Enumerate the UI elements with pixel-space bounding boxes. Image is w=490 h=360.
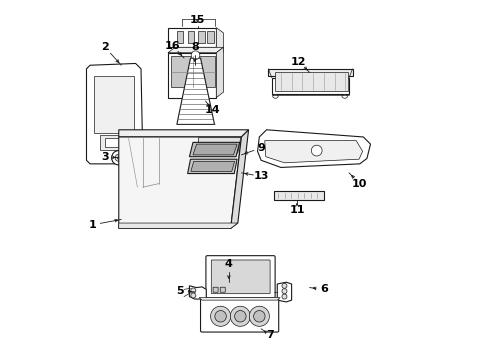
Polygon shape (272, 78, 349, 94)
Text: 4: 4 (225, 259, 233, 269)
Polygon shape (172, 56, 215, 87)
Polygon shape (193, 144, 237, 155)
Text: 11: 11 (289, 206, 305, 216)
Circle shape (211, 306, 231, 326)
Polygon shape (188, 31, 194, 43)
Polygon shape (277, 282, 292, 302)
Polygon shape (198, 31, 205, 43)
Polygon shape (216, 47, 223, 98)
Polygon shape (119, 137, 242, 228)
Polygon shape (177, 31, 183, 43)
Circle shape (249, 306, 270, 326)
Circle shape (282, 283, 287, 288)
Text: 14: 14 (205, 105, 220, 115)
Text: 15: 15 (190, 15, 205, 26)
Polygon shape (168, 47, 223, 53)
Circle shape (115, 154, 122, 161)
Text: 6: 6 (320, 284, 328, 294)
Text: 1: 1 (89, 220, 97, 230)
Circle shape (230, 306, 250, 326)
Polygon shape (207, 31, 214, 43)
Circle shape (191, 51, 200, 59)
Ellipse shape (342, 95, 347, 98)
Text: 16: 16 (165, 41, 180, 50)
Polygon shape (119, 130, 248, 137)
Text: 3: 3 (101, 152, 109, 162)
Polygon shape (177, 58, 215, 125)
FancyBboxPatch shape (213, 287, 218, 292)
Polygon shape (119, 223, 238, 228)
Text: 8: 8 (191, 42, 198, 52)
Circle shape (215, 311, 226, 322)
Polygon shape (190, 142, 240, 157)
Circle shape (112, 150, 126, 165)
Circle shape (311, 145, 322, 156)
FancyBboxPatch shape (206, 256, 275, 298)
Circle shape (282, 289, 287, 294)
Polygon shape (188, 159, 237, 174)
Polygon shape (216, 28, 223, 53)
Polygon shape (190, 286, 206, 299)
Polygon shape (87, 63, 143, 164)
Text: 5: 5 (176, 286, 184, 296)
Text: 13: 13 (253, 171, 269, 181)
Text: 2: 2 (101, 42, 109, 52)
Circle shape (191, 288, 196, 293)
Circle shape (191, 293, 196, 298)
Polygon shape (100, 135, 132, 149)
Polygon shape (231, 130, 248, 228)
Polygon shape (269, 69, 353, 76)
FancyBboxPatch shape (200, 299, 279, 332)
Polygon shape (191, 161, 235, 171)
Ellipse shape (273, 95, 278, 98)
Polygon shape (95, 76, 134, 134)
Circle shape (282, 294, 287, 299)
Circle shape (235, 311, 246, 322)
Polygon shape (275, 72, 348, 91)
Text: 12: 12 (291, 57, 307, 67)
Polygon shape (274, 192, 324, 200)
Text: 10: 10 (352, 179, 368, 189)
Polygon shape (168, 28, 216, 47)
Polygon shape (265, 140, 363, 163)
Polygon shape (258, 130, 370, 167)
Polygon shape (198, 138, 241, 153)
Polygon shape (199, 298, 280, 300)
Ellipse shape (117, 156, 122, 159)
Text: 7: 7 (266, 330, 274, 340)
Polygon shape (168, 53, 216, 98)
FancyBboxPatch shape (211, 260, 270, 294)
FancyBboxPatch shape (220, 287, 225, 292)
Text: 9: 9 (257, 143, 265, 153)
Circle shape (254, 311, 265, 322)
Polygon shape (105, 138, 126, 147)
